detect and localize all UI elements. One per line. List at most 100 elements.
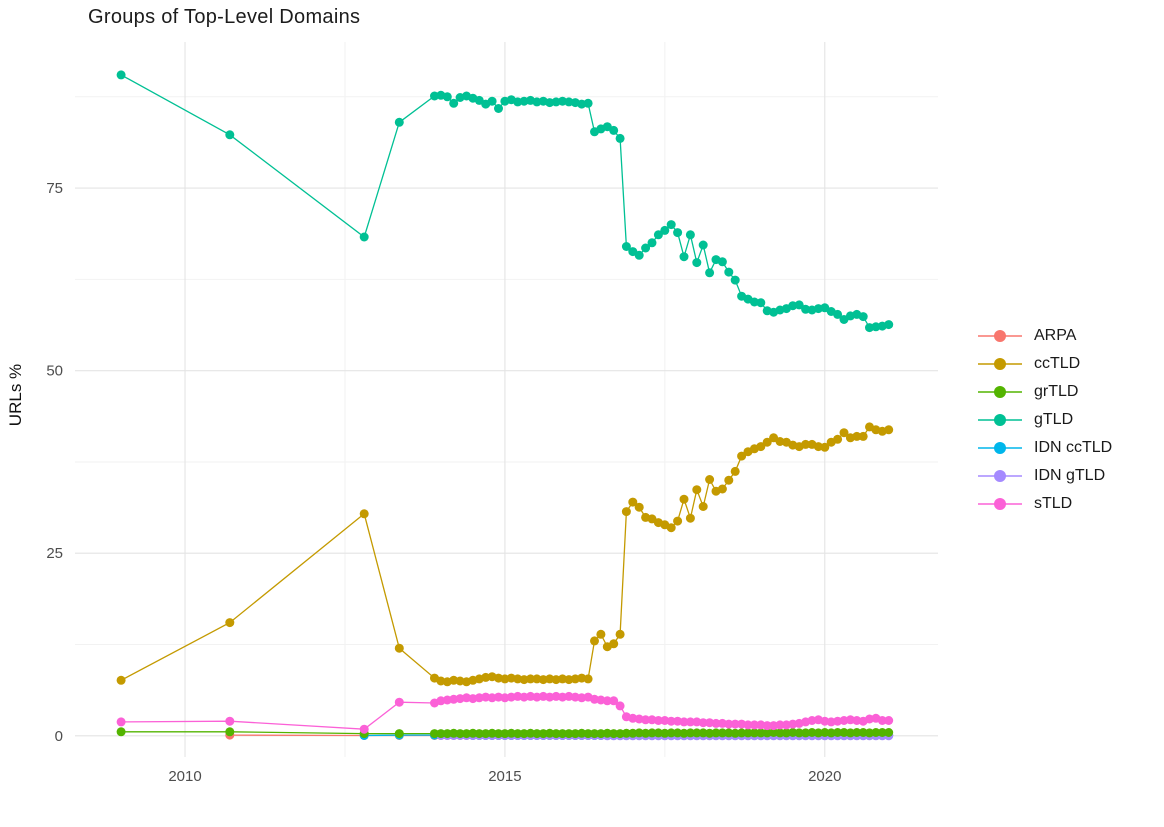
data-point (500, 729, 510, 739)
data-point (590, 729, 599, 739)
data-point (609, 125, 619, 135)
data-point (820, 728, 830, 737)
data-point (641, 243, 651, 253)
legend-item-arpa: ARPA (978, 322, 1112, 350)
data-point (871, 728, 881, 737)
legend-key-icon (978, 497, 1022, 511)
data-point (653, 728, 663, 738)
data-point (724, 475, 734, 485)
data-point (116, 70, 126, 80)
y-tick-label: 50 (46, 363, 63, 380)
data-point (685, 513, 695, 523)
data-point (679, 252, 689, 262)
data-point (692, 485, 702, 495)
data-point (621, 242, 631, 251)
data-point (609, 696, 619, 706)
data-point (641, 715, 651, 725)
data-point (884, 320, 894, 330)
legend-item-label: ARPA (1034, 327, 1077, 344)
data-point (717, 728, 727, 738)
data-point (545, 728, 555, 738)
data-point (852, 431, 862, 441)
data-point (743, 720, 753, 730)
data-point (845, 728, 855, 738)
legend-item-label: IDN ccTLD (1034, 439, 1113, 456)
data-point (685, 717, 695, 727)
data-point (698, 240, 708, 250)
data-point (801, 439, 811, 449)
legend-item-idn-cctld: IDN ccTLD (978, 434, 1112, 462)
data-point (698, 502, 708, 511)
legend-key-icon (978, 385, 1022, 399)
data-point (519, 729, 529, 739)
legend-item-stld: sTLD (978, 490, 1112, 518)
data-point (724, 728, 734, 738)
data-point (730, 466, 740, 476)
data-point (526, 728, 535, 738)
data-point (538, 729, 548, 739)
data-point (583, 98, 593, 108)
data-point (705, 728, 715, 738)
data-point (116, 727, 126, 737)
data-point (609, 639, 619, 649)
data-point (730, 728, 740, 738)
data-point (679, 728, 689, 738)
data-point (621, 507, 631, 517)
data-point (583, 729, 593, 739)
legend-key-icon (978, 469, 1022, 483)
data-point (717, 484, 727, 494)
legend-item-label: grTLD (1034, 383, 1079, 400)
legend-item-grtld: grTLD (978, 378, 1112, 406)
legend-item-gtld: gTLD (978, 406, 1112, 434)
legend: ARPA ccTLD grTLD gTLD IDN ccTLD IDN gTLD sTLD (978, 322, 1112, 518)
data-point (717, 257, 727, 267)
data-point (813, 728, 823, 738)
data-point (833, 309, 843, 319)
data-point (359, 509, 369, 519)
y-tick-label: 75 (46, 180, 63, 197)
data-point (394, 643, 404, 653)
data-point (794, 728, 804, 738)
data-point (442, 729, 452, 739)
data-point (705, 268, 715, 278)
data-point (225, 727, 235, 737)
data-point (442, 92, 452, 102)
data-point (794, 300, 804, 310)
data-point (641, 728, 651, 738)
data-point (564, 729, 574, 739)
data-point (769, 728, 779, 737)
data-point (775, 720, 785, 730)
data-point (449, 98, 459, 108)
data-point (711, 718, 721, 728)
data-point (884, 425, 894, 435)
data-point (673, 516, 683, 526)
data-point (666, 716, 676, 726)
data-point (596, 729, 606, 739)
data-point (724, 267, 734, 277)
data-point (743, 728, 753, 738)
data-point (666, 523, 676, 533)
data-point (711, 728, 721, 738)
legend-key-icon (978, 357, 1022, 371)
data-point (865, 728, 874, 738)
data-point (673, 728, 683, 738)
data-point (634, 502, 644, 512)
data-point (685, 728, 695, 738)
data-point (788, 728, 798, 737)
data-point (634, 250, 644, 260)
legend-key-icon (978, 441, 1022, 455)
data-point (685, 230, 695, 240)
data-point (839, 728, 849, 737)
data-point (609, 729, 619, 739)
data-point (628, 728, 638, 738)
data-point (673, 228, 683, 238)
data-point (762, 437, 772, 447)
data-point (394, 697, 404, 707)
legend-item-label: IDN gTLD (1034, 467, 1106, 484)
series-gtld (116, 70, 894, 333)
data-point (487, 96, 497, 106)
data-point (884, 716, 894, 725)
data-point (481, 729, 491, 739)
data-point (807, 728, 817, 737)
